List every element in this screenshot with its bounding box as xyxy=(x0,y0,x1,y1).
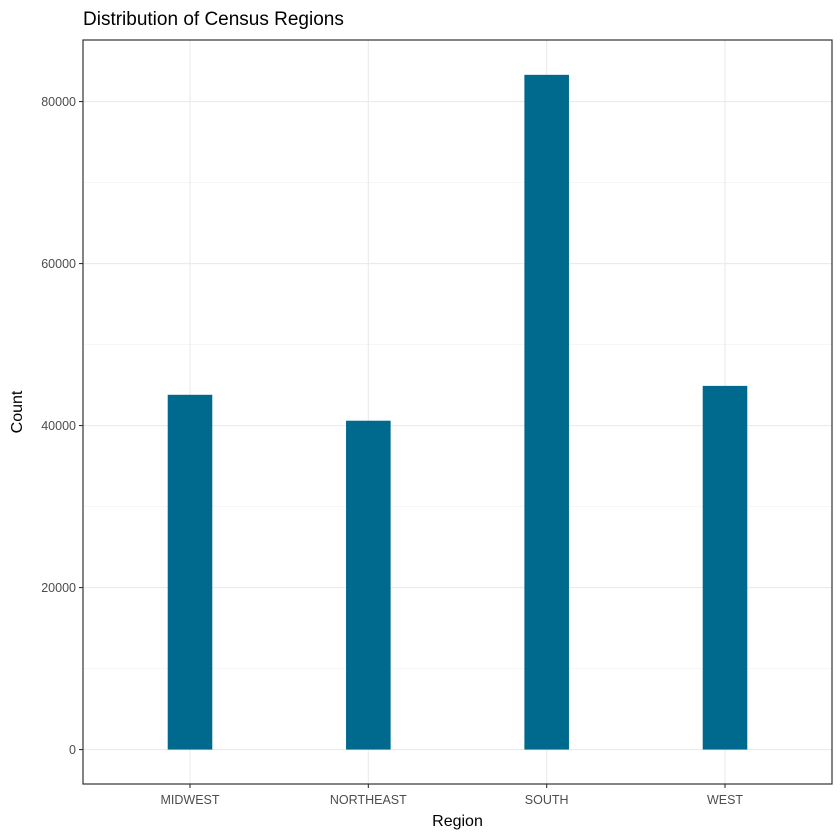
y-axis: 0 20000 40000 60000 80000 xyxy=(41,95,83,757)
y-tick-label: 20000 xyxy=(41,581,76,595)
x-tick-label: MIDWEST xyxy=(160,793,219,807)
x-tick-label: WEST xyxy=(707,793,743,807)
x-axis: MIDWEST NORTHEAST SOUTH WEST xyxy=(160,784,743,807)
x-axis-title: Region xyxy=(432,813,483,830)
y-tick-label: 60000 xyxy=(41,257,76,271)
y-tick-label: 0 xyxy=(69,743,76,757)
bar-northeast xyxy=(346,420,391,750)
panel-border xyxy=(82,39,833,785)
bar-west xyxy=(702,385,748,750)
x-tick-label: NORTHEAST xyxy=(330,793,407,807)
x-tick-label: SOUTH xyxy=(525,793,569,807)
y-axis-title: Count xyxy=(9,390,26,433)
y-tick-label: 40000 xyxy=(41,419,76,433)
chart-title: Distribution of Census Regions xyxy=(83,9,344,30)
bar-midwest xyxy=(167,394,213,750)
bars xyxy=(167,74,748,750)
bar-south xyxy=(524,74,569,750)
y-tick-label: 80000 xyxy=(41,95,76,109)
